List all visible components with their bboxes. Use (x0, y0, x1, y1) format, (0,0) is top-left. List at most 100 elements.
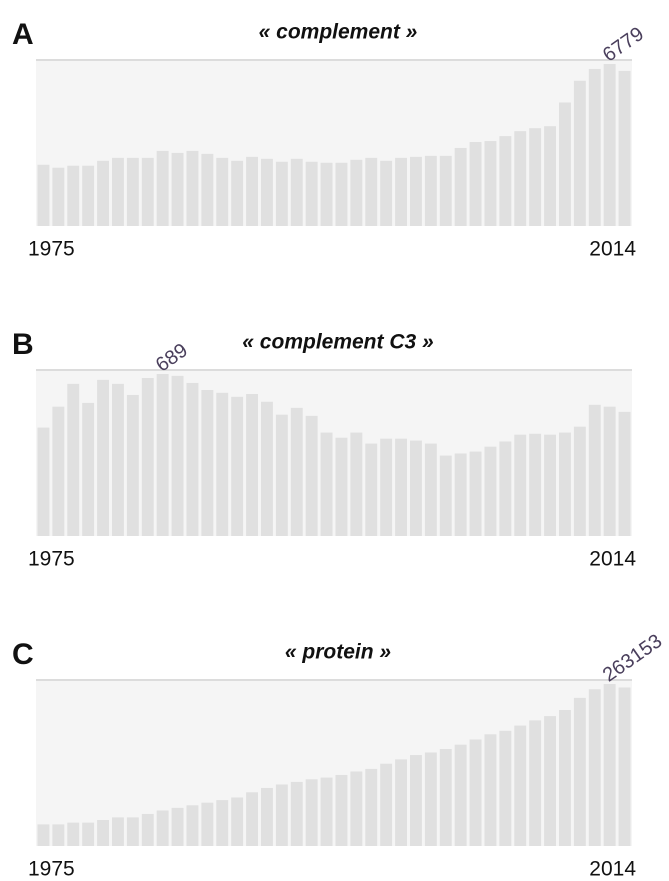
panel-letter: C (12, 638, 34, 671)
bar (52, 406, 65, 536)
bar (484, 734, 497, 846)
bar (305, 161, 318, 226)
bar (246, 393, 258, 536)
bar (454, 744, 467, 846)
bar (529, 128, 542, 226)
bar (37, 164, 50, 226)
bar (37, 824, 50, 846)
bar (380, 160, 393, 226)
bar (156, 810, 169, 846)
bar (424, 443, 437, 536)
bar (395, 438, 407, 536)
bar (395, 759, 407, 846)
bar (275, 161, 288, 226)
bar (380, 763, 393, 846)
bar (484, 446, 497, 536)
bar (573, 697, 586, 846)
bar (141, 377, 154, 536)
bar (618, 70, 631, 226)
panel-letter: A (12, 18, 34, 51)
bar (350, 159, 363, 226)
bar (603, 64, 616, 226)
bar (305, 415, 318, 536)
bar (588, 68, 601, 226)
bar (559, 102, 571, 226)
bar (275, 414, 288, 536)
bar (171, 375, 184, 536)
bar (97, 379, 109, 536)
bar (469, 739, 482, 846)
bar (126, 394, 139, 536)
bar (544, 716, 556, 846)
bar (454, 147, 467, 226)
bar (275, 784, 288, 846)
bar (514, 725, 527, 846)
bar (588, 404, 601, 536)
bar (82, 822, 95, 846)
bar (112, 157, 124, 226)
bar (573, 80, 586, 226)
bar (380, 438, 393, 536)
bar (439, 455, 452, 536)
bar (201, 802, 214, 846)
bar (231, 797, 244, 846)
bar (216, 800, 229, 846)
bar (424, 752, 437, 846)
bar (320, 777, 333, 846)
bar (618, 411, 631, 536)
bar (67, 822, 80, 846)
bar (573, 426, 586, 536)
plot-background (36, 680, 632, 846)
bar (469, 451, 482, 536)
bar (559, 710, 571, 846)
bar (395, 157, 407, 226)
x-tick-label: 1975 (28, 238, 75, 261)
bar (67, 383, 80, 536)
bar (112, 817, 124, 846)
bar (82, 165, 95, 226)
bar (424, 155, 437, 226)
bar (365, 443, 378, 536)
x-tick-label: 2014 (589, 858, 636, 881)
bar (246, 156, 258, 226)
bar (97, 160, 109, 226)
bar (439, 155, 452, 226)
bar (484, 141, 497, 226)
bar (186, 805, 199, 846)
bar (365, 768, 378, 846)
bar (261, 787, 273, 846)
bar (499, 441, 512, 536)
bar (246, 792, 258, 846)
bar (201, 153, 214, 226)
x-tick-label: 1975 (28, 548, 75, 571)
bar (82, 402, 95, 536)
bar (171, 807, 184, 846)
bar (410, 156, 422, 226)
bar (231, 396, 244, 536)
bar (499, 136, 512, 226)
bar (514, 434, 527, 536)
bar (97, 820, 109, 846)
bar (618, 687, 631, 846)
bar (156, 374, 169, 536)
bar (529, 433, 542, 536)
bar (290, 781, 303, 846)
bar (290, 407, 303, 536)
bar (231, 160, 244, 226)
x-tick-label: 2014 (589, 548, 636, 571)
chart-title: « complement » (259, 21, 418, 44)
bar (603, 406, 616, 536)
plot-background (36, 60, 632, 226)
bar (52, 824, 65, 846)
x-tick-label: 1975 (28, 858, 75, 881)
bar (320, 432, 333, 536)
bar (52, 167, 65, 226)
bar (216, 157, 229, 226)
bar (514, 131, 527, 226)
bar (335, 162, 348, 226)
bar (350, 771, 363, 846)
bar (350, 432, 363, 536)
bar (365, 157, 378, 226)
bar (454, 453, 467, 536)
